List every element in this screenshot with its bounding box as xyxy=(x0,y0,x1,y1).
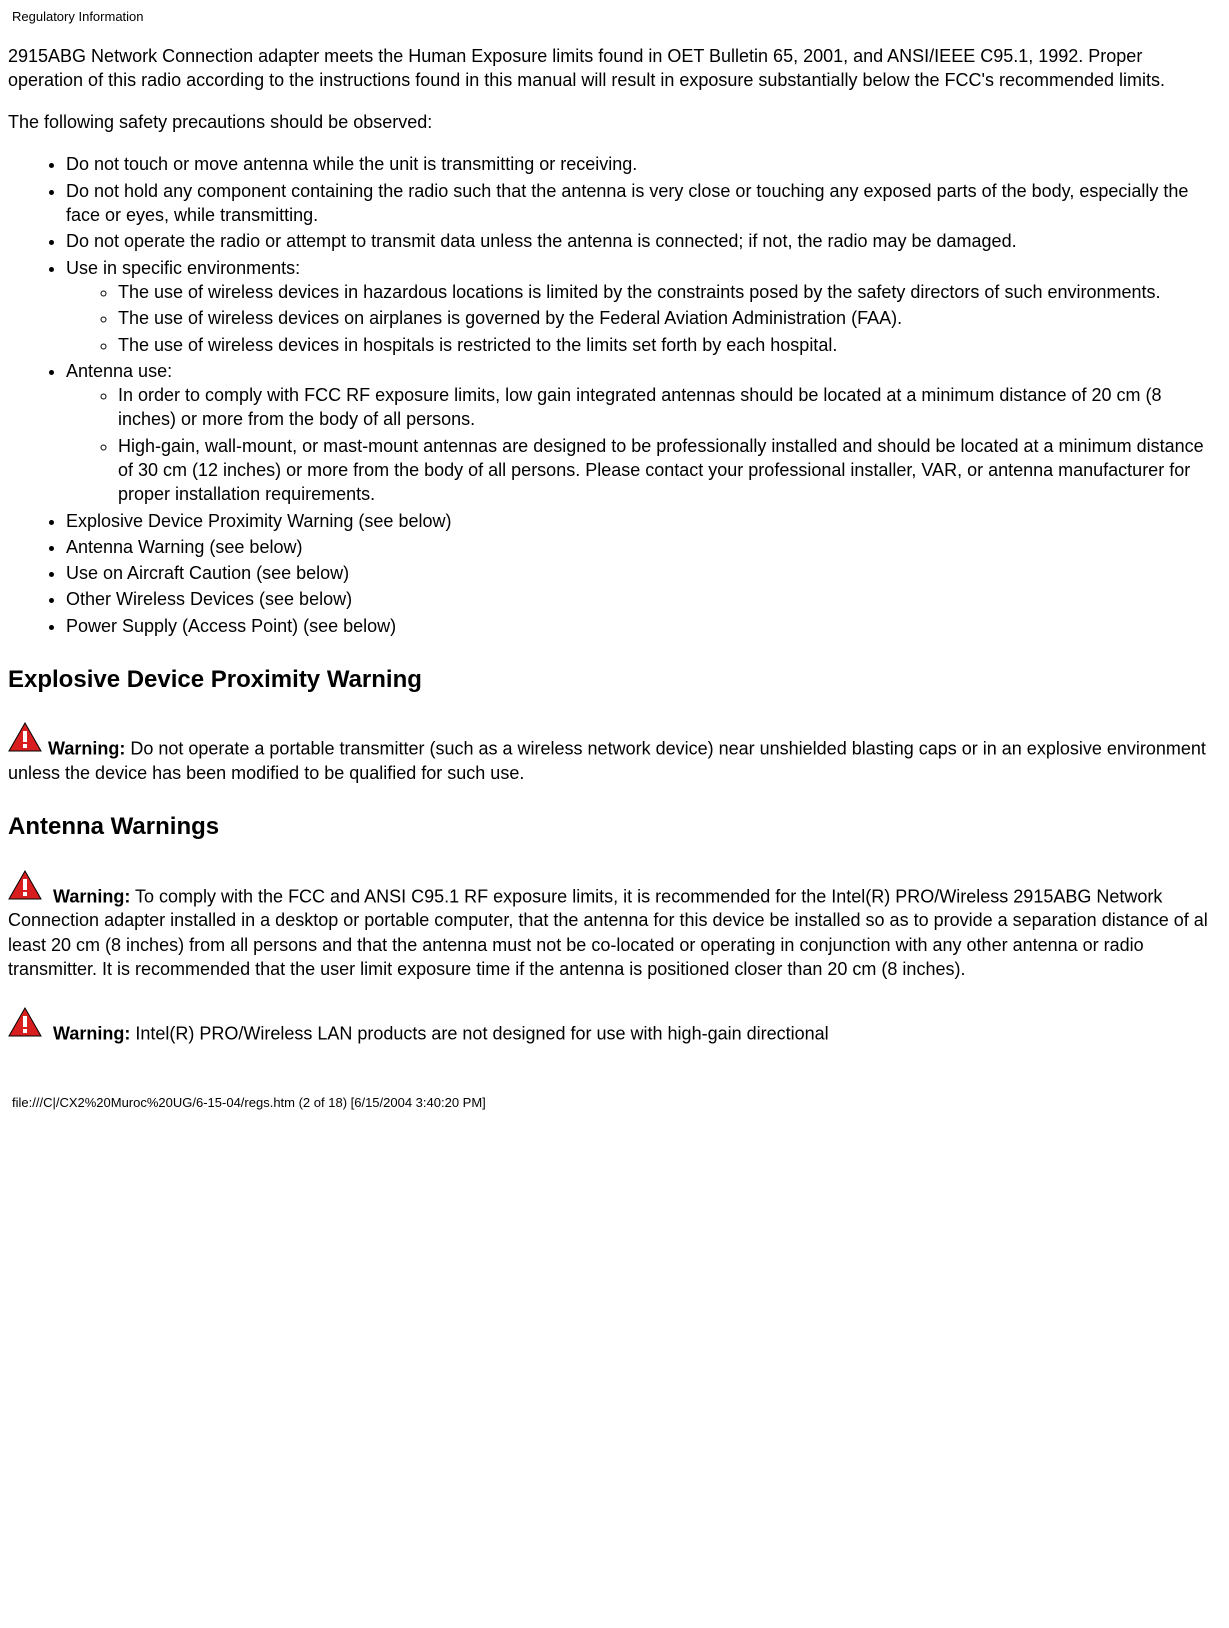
intro-paragraph-1: 2915ABG Network Connection adapter meets… xyxy=(8,44,1221,93)
list-item: Antenna Warning (see below) xyxy=(66,535,1221,559)
environments-sublist: The use of wireless devices in hazardous… xyxy=(66,280,1221,357)
antenna-warning-2: Warning: Intel(R) PRO/Wireless LAN produ… xyxy=(8,1007,1221,1046)
explosive-heading: Explosive Device Proximity Warning xyxy=(8,664,1221,696)
precautions-list: Do not touch or move antenna while the u… xyxy=(8,152,1221,638)
list-item: Antenna use: In order to comply with FCC… xyxy=(66,359,1221,507)
warning-icon xyxy=(8,722,42,758)
antenna-sublist: In order to comply with FCC RF exposure … xyxy=(66,383,1221,506)
antenna-warning-1: Warning: To comply with the FCC and ANSI… xyxy=(8,870,1221,981)
warning-icon xyxy=(8,870,42,906)
warning-label: Warning: xyxy=(48,1024,130,1044)
list-item-label: Use in specific environments: xyxy=(66,258,300,278)
list-item: Do not operate the radio or attempt to t… xyxy=(66,229,1221,253)
explosive-warning: Warning: Do not operate a portable trans… xyxy=(8,722,1221,785)
list-item: Power Supply (Access Point) (see below) xyxy=(66,614,1221,638)
warning-text: Intel(R) PRO/Wireless LAN products are n… xyxy=(130,1024,828,1044)
list-item: Do not touch or move antenna while the u… xyxy=(66,152,1221,176)
page-header: Regulatory Information xyxy=(8,8,1221,26)
list-item: Other Wireless Devices (see below) xyxy=(66,587,1221,611)
antenna-heading: Antenna Warnings xyxy=(8,811,1221,843)
list-item: The use of wireless devices in hospitals… xyxy=(118,333,1221,357)
warning-icon xyxy=(8,1007,42,1043)
warning-text: Do not operate a portable transmitter (s… xyxy=(8,739,1206,783)
list-item: Explosive Device Proximity Warning (see … xyxy=(66,509,1221,533)
list-item: Use in specific environments: The use of… xyxy=(66,256,1221,357)
list-item: The use of wireless devices in hazardous… xyxy=(118,280,1221,304)
warning-text: To comply with the FCC and ANSI C95.1 RF… xyxy=(8,886,1208,979)
list-item-label: Antenna use: xyxy=(66,361,172,381)
list-item: Use on Aircraft Caution (see below) xyxy=(66,561,1221,585)
intro-paragraph-2: The following safety precautions should … xyxy=(8,110,1221,134)
warning-label: Warning: xyxy=(48,739,125,759)
list-item: Do not hold any component containing the… xyxy=(66,179,1221,228)
list-item: High-gain, wall-mount, or mast-mount ant… xyxy=(118,434,1221,507)
list-item: The use of wireless devices on airplanes… xyxy=(118,306,1221,330)
list-item: In order to comply with FCC RF exposure … xyxy=(118,383,1221,432)
page-footer: file:///C|/CX2%20Muroc%20UG/6-15-04/regs… xyxy=(8,1094,1221,1112)
warning-label: Warning: xyxy=(48,886,130,906)
